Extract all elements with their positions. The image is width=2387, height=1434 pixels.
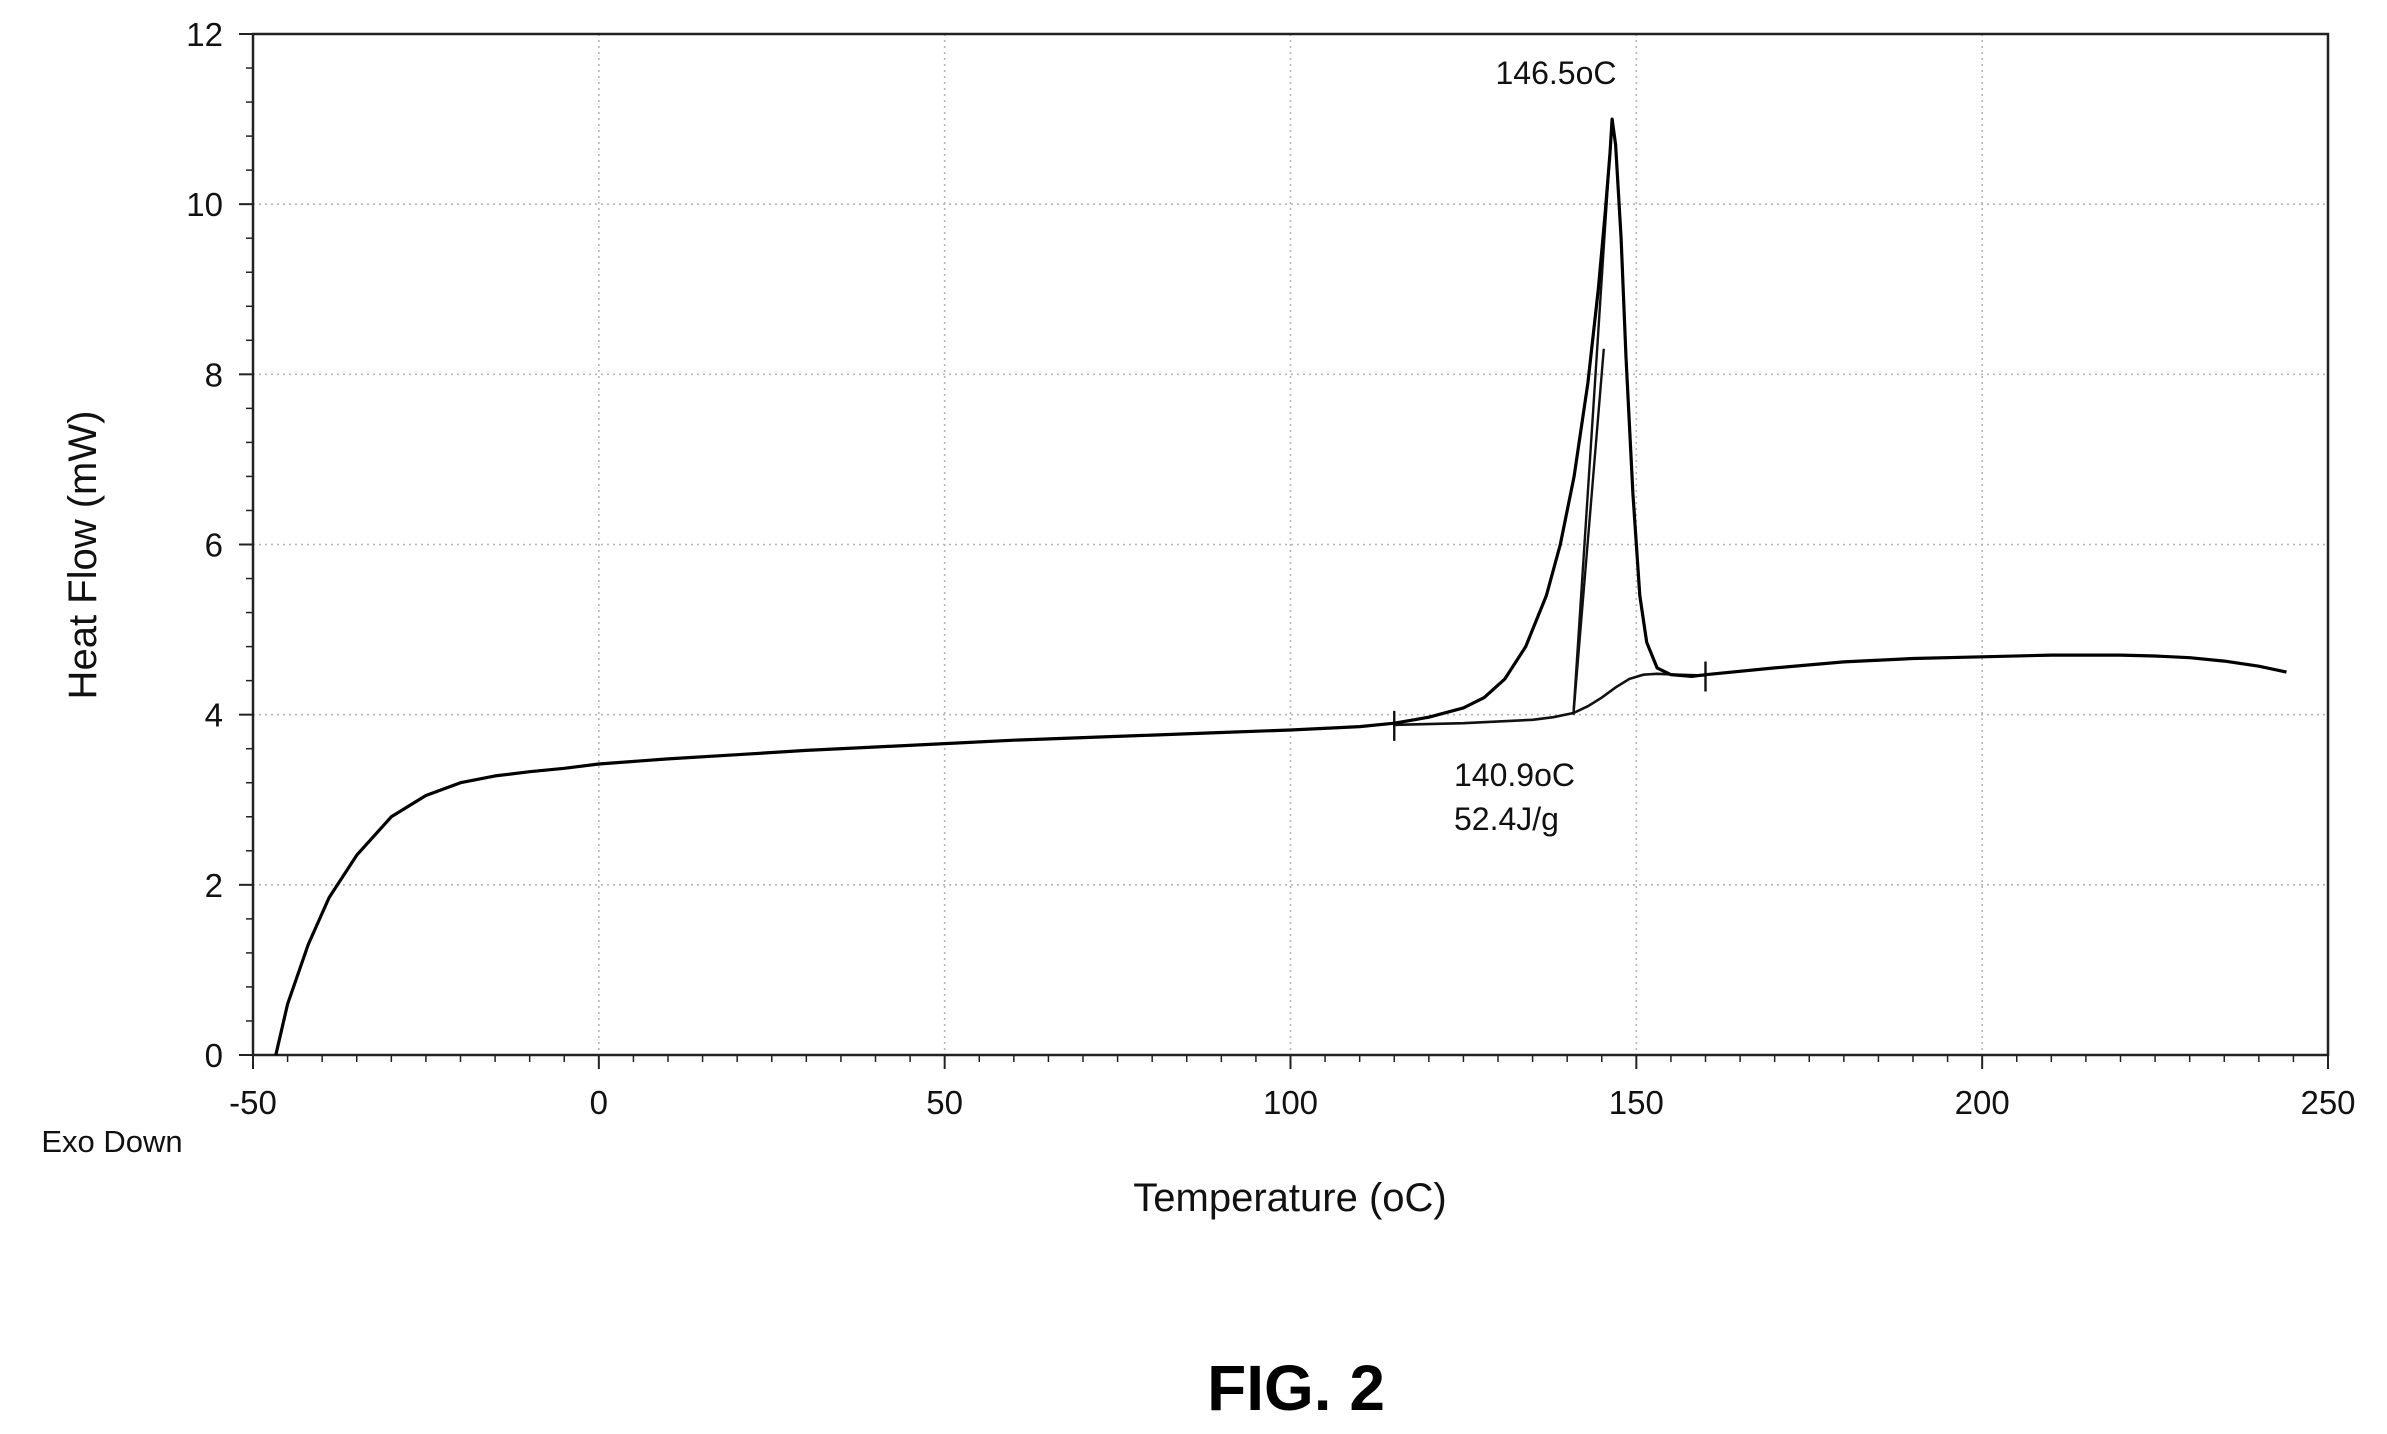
- integration-baseline: [1394, 672, 1706, 727]
- x-tick-label: 50: [926, 1084, 963, 1121]
- y-tick-label: 8: [205, 356, 223, 393]
- annotations: 146.5oC 140.9oC 52.4J/g: [1454, 55, 1616, 837]
- enthalpy-label: 52.4J/g: [1454, 801, 1559, 837]
- figure-label: FIG. 2: [1207, 1352, 1385, 1424]
- x-tick-label: -50: [229, 1084, 277, 1121]
- exo-down-label: Exo Down: [41, 1124, 182, 1159]
- grid-lines: [253, 34, 2328, 1055]
- y-tick-label: 0: [205, 1037, 223, 1074]
- x-tick-label: 0: [590, 1084, 608, 1121]
- series-layer: [274, 117, 2287, 1056]
- x-axis-title: Temperature (oC): [1133, 1176, 1446, 1220]
- peak-temperature-label: 146.5oC: [1496, 55, 1617, 91]
- heat-flow-curve: [274, 117, 2287, 1056]
- y-tick-label: 10: [186, 186, 223, 223]
- onset-temperature-label: 140.9oC: [1454, 757, 1575, 793]
- y-tick-label: 2: [205, 867, 223, 904]
- x-tick-label: 150: [1609, 1084, 1664, 1121]
- y-tick-label: 4: [205, 697, 223, 734]
- axis-ticks: [239, 33, 2329, 1069]
- y-tick-label: 12: [186, 16, 223, 53]
- y-axis-title: Heat Flow (mW): [61, 411, 105, 700]
- x-tick-label: 100: [1263, 1084, 1318, 1121]
- y-tick-label: 6: [205, 527, 223, 564]
- peak-tangent-line: [1572, 348, 1605, 715]
- x-tick-label: 200: [1955, 1084, 2010, 1121]
- x-tick-label: 250: [2300, 1084, 2355, 1121]
